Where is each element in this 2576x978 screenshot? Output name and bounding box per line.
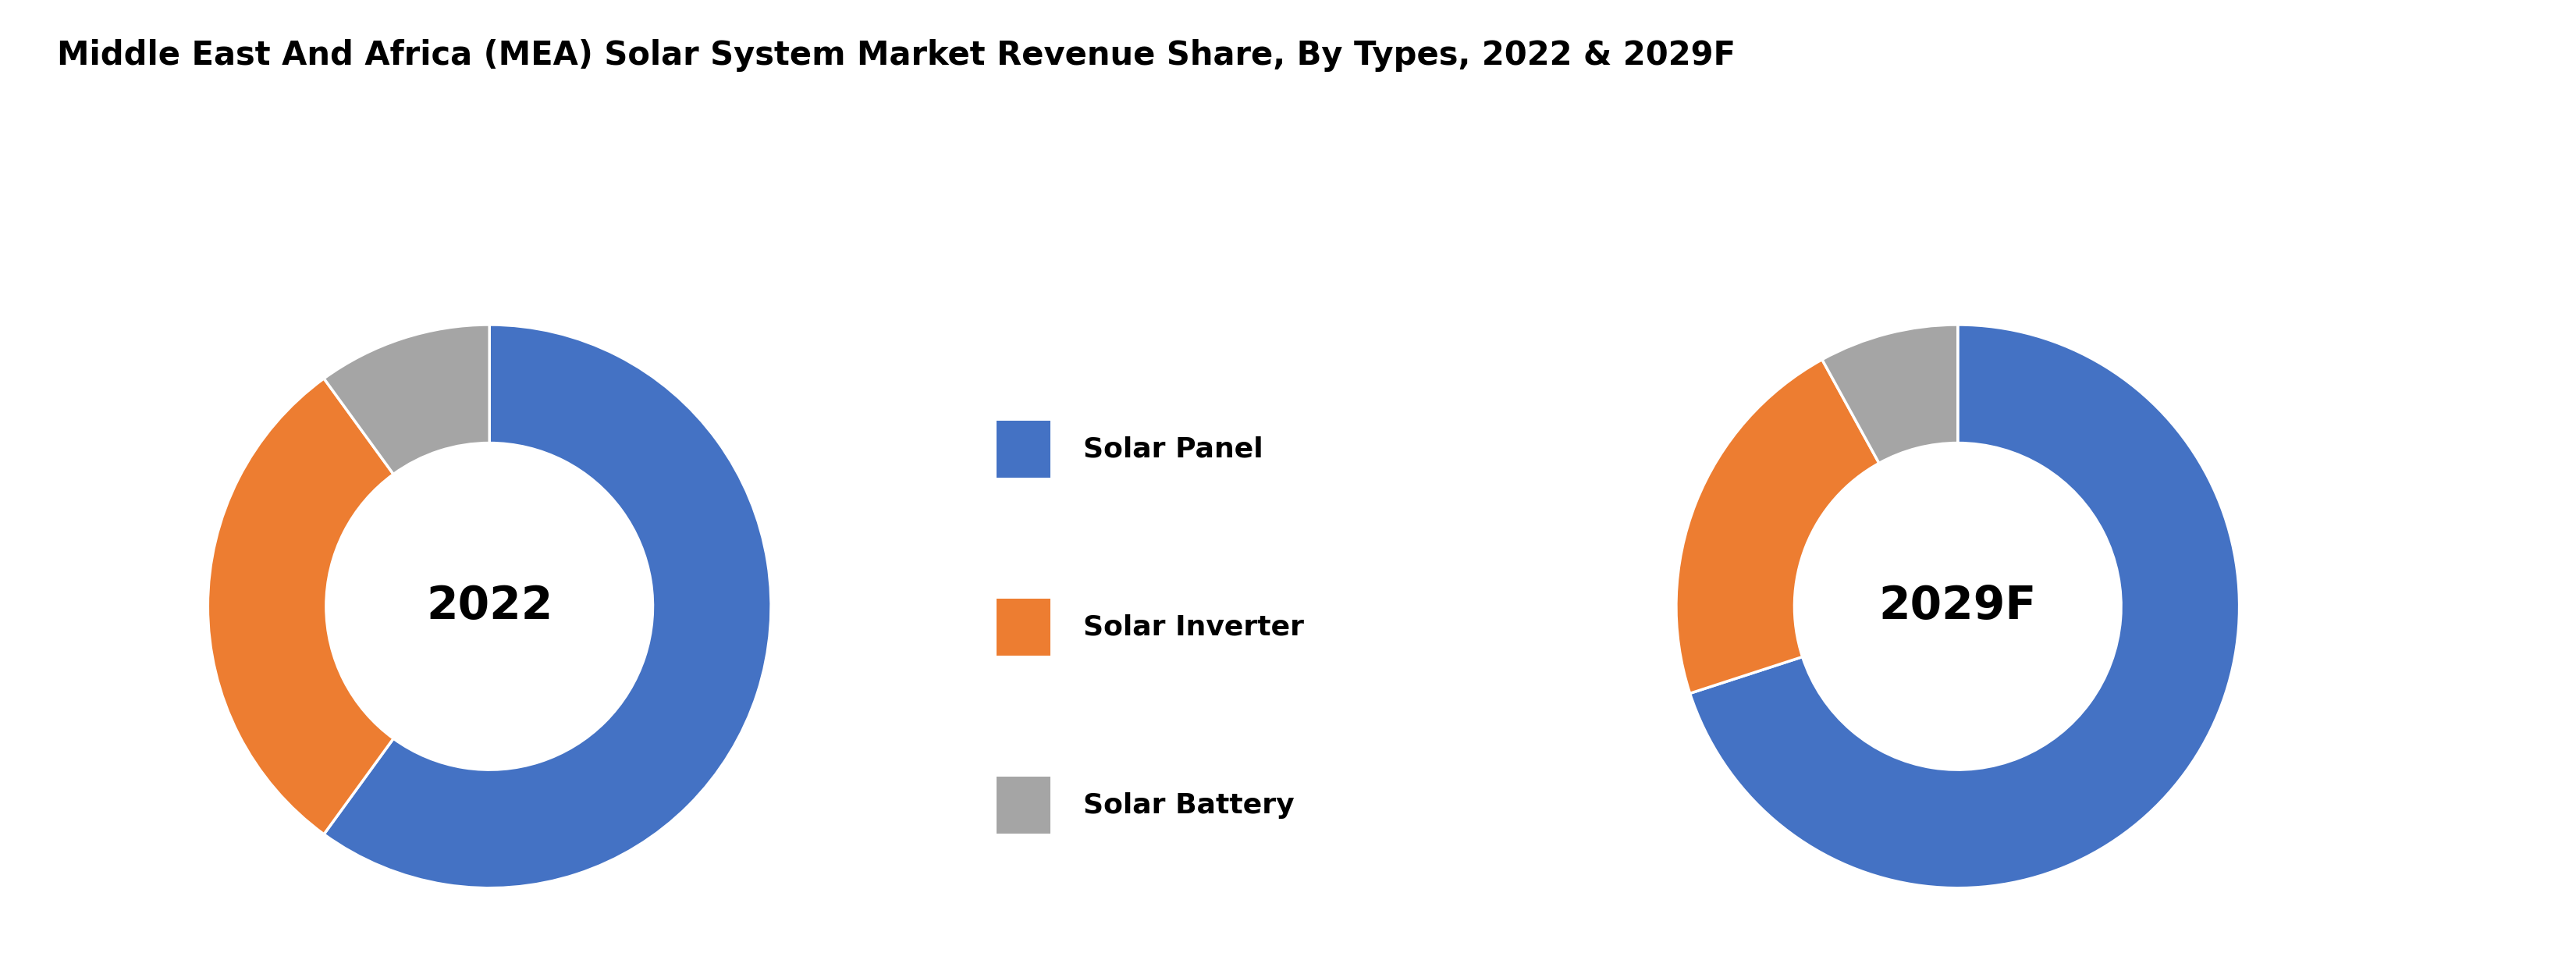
Text: Solar Inverter: Solar Inverter — [1082, 614, 1303, 641]
Bar — [997, 421, 1051, 477]
Text: Solar Panel: Solar Panel — [1082, 436, 1262, 463]
Bar — [997, 777, 1051, 833]
Wedge shape — [325, 325, 489, 474]
Text: Middle East And Africa (MEA) Solar System Market Revenue Share, By Types, 2022 &: Middle East And Africa (MEA) Solar Syste… — [57, 39, 1736, 72]
Wedge shape — [325, 325, 770, 888]
Text: 2029F: 2029F — [1878, 584, 2038, 629]
Wedge shape — [209, 378, 394, 834]
Wedge shape — [1821, 325, 1958, 464]
Bar — [997, 599, 1051, 655]
Wedge shape — [1690, 325, 2239, 888]
Wedge shape — [1677, 360, 1878, 693]
Text: 2022: 2022 — [425, 584, 554, 629]
Text: Solar Battery: Solar Battery — [1082, 792, 1293, 819]
